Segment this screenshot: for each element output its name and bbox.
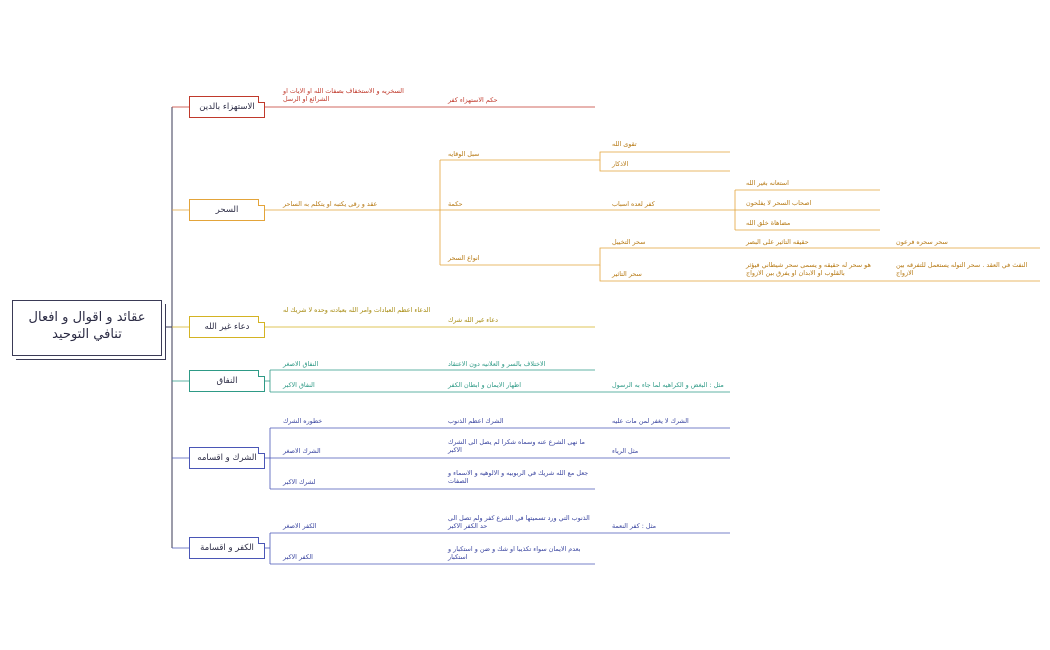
category-label: الاستهزاء بالدين — [199, 102, 255, 112]
fold-corner-icon — [258, 316, 265, 323]
root-spine — [160, 107, 173, 548]
dua-ruling: دعاء غير الله شرك — [448, 316, 498, 324]
category-label: السحر — [215, 205, 239, 215]
kufr-minor-def: الذنوب التي ورد تسميتها في الشرع كفر ولم… — [448, 514, 590, 530]
category-nifaq[interactable]: النفاق — [189, 370, 265, 392]
kufr-minor: الكفر الاصغر — [283, 522, 317, 530]
kufr-minor-example: مثل : كفر النعمة — [612, 522, 657, 530]
sihr-takhyil-def: حقيقه التاثير على البصر — [746, 238, 809, 246]
branch-kufr — [172, 532, 730, 565]
nifaq-major-example: مثل : البغض و الكراهيه لما جاء به الرسول — [612, 381, 724, 389]
sihr-reason-1: استعانه بغير الله — [746, 179, 789, 187]
root-node[interactable]: عقائد و اقوال و افعال تنافي التوحيد — [12, 300, 162, 356]
fold-corner-icon — [258, 199, 265, 206]
category-shirk[interactable]: الشرك و اقسامه — [189, 447, 265, 469]
nifaq-major-def: اظهار الايمان و ابطان الكفر — [448, 381, 522, 389]
category-label: الشرك و اقسامه — [197, 453, 257, 463]
category-label: النفاق — [216, 376, 238, 386]
sihr-tathir-def: هو سحر له حقيقه و يسمى سحر شيطاني فيؤثر … — [746, 261, 871, 277]
sihr-adhkar: الاذكار — [612, 160, 629, 168]
category-label: دعاء غير الله — [204, 322, 250, 332]
shirk-minor: الشرك الاصغر — [283, 447, 321, 455]
sihr-tathir-example: النفث في العقد . سحر التوله يستعمل للتفر… — [896, 261, 1028, 277]
sihr-kufr-reasons: كفر لعده اسباب — [612, 200, 655, 208]
shirk-danger-def: الشرك اعظم الذنوب — [448, 417, 504, 425]
shirk-danger-example: الشرك لا يغفر لمن مات عليه — [612, 417, 689, 425]
fold-corner-icon — [258, 370, 265, 377]
category-sihr[interactable]: السحر — [189, 199, 265, 221]
sihr-types: انواع السحر — [448, 254, 480, 262]
category-dua[interactable]: دعاء غير الله — [189, 316, 265, 338]
shirk-minor-def: ما نهى الشرع عنه وسماه شكرا لم يصل الى ا… — [448, 438, 585, 454]
dua-definition: الدعاء اعظم العبادات وامر الله بعبادته و… — [283, 306, 431, 314]
nifaq-minor: النفاق الاصغر — [283, 360, 319, 368]
nifaq-minor-def: الاختلاف بالسر و العلانيه دون الاعتقاد — [448, 360, 546, 368]
shirk-major: لشرك الاكبر — [283, 478, 316, 486]
sihr-prevention: سبل الوقايه — [448, 150, 480, 158]
sihr-takhyil-example: سحر سحره فرعون — [896, 238, 948, 246]
category-istihza[interactable]: الاستهزاء بالدين — [189, 96, 265, 118]
istihza-definition: السخريه و الاستخفاف بصفات الله او الايات… — [283, 87, 404, 103]
category-label: الكفر و اقسامة — [200, 543, 254, 553]
fold-corner-icon — [258, 537, 265, 544]
kufr-major-def: بعدم الايمان سواء تكذيبا او شك و ضن و اس… — [448, 545, 581, 561]
istihza-ruling: حكم الاستهزاء كفر — [448, 96, 498, 104]
kufr-major: الكفر الاكبر — [283, 553, 313, 561]
sihr-takhyil: سحر التخييل — [612, 238, 646, 246]
shirk-minor-example: مثل الرياء — [612, 447, 639, 455]
root-title: عقائد و اقوال و افعال تنافي التوحيد — [28, 310, 146, 342]
sihr-reason-2: اصحاب السحر لا يفلحون — [746, 199, 812, 207]
fold-corner-icon — [258, 447, 265, 454]
sihr-reason-3: مضاهاة خلق الله — [746, 219, 791, 227]
fold-corner-icon — [258, 96, 265, 103]
category-kufr[interactable]: الكفر و اقسامة — [189, 537, 265, 559]
sihr-definition: عقد و رقى يكتبه او يتكلم به الساحر — [283, 200, 378, 208]
branch-nifaq — [172, 369, 730, 393]
nifaq-major: النفاق الاكبر — [283, 381, 315, 389]
branch-shirk — [172, 427, 730, 490]
branch-sihr — [172, 151, 1040, 282]
sihr-tathir: سحر التاثير — [612, 270, 642, 278]
sihr-taqwa: تقوى الله — [612, 140, 637, 148]
shirk-danger: خطوره الشرك — [283, 417, 323, 425]
sihr-hukm: حكمة — [448, 200, 463, 208]
shirk-major-def: جعل مع الله شريك في الربوبيه و الالوهيه … — [448, 469, 589, 485]
